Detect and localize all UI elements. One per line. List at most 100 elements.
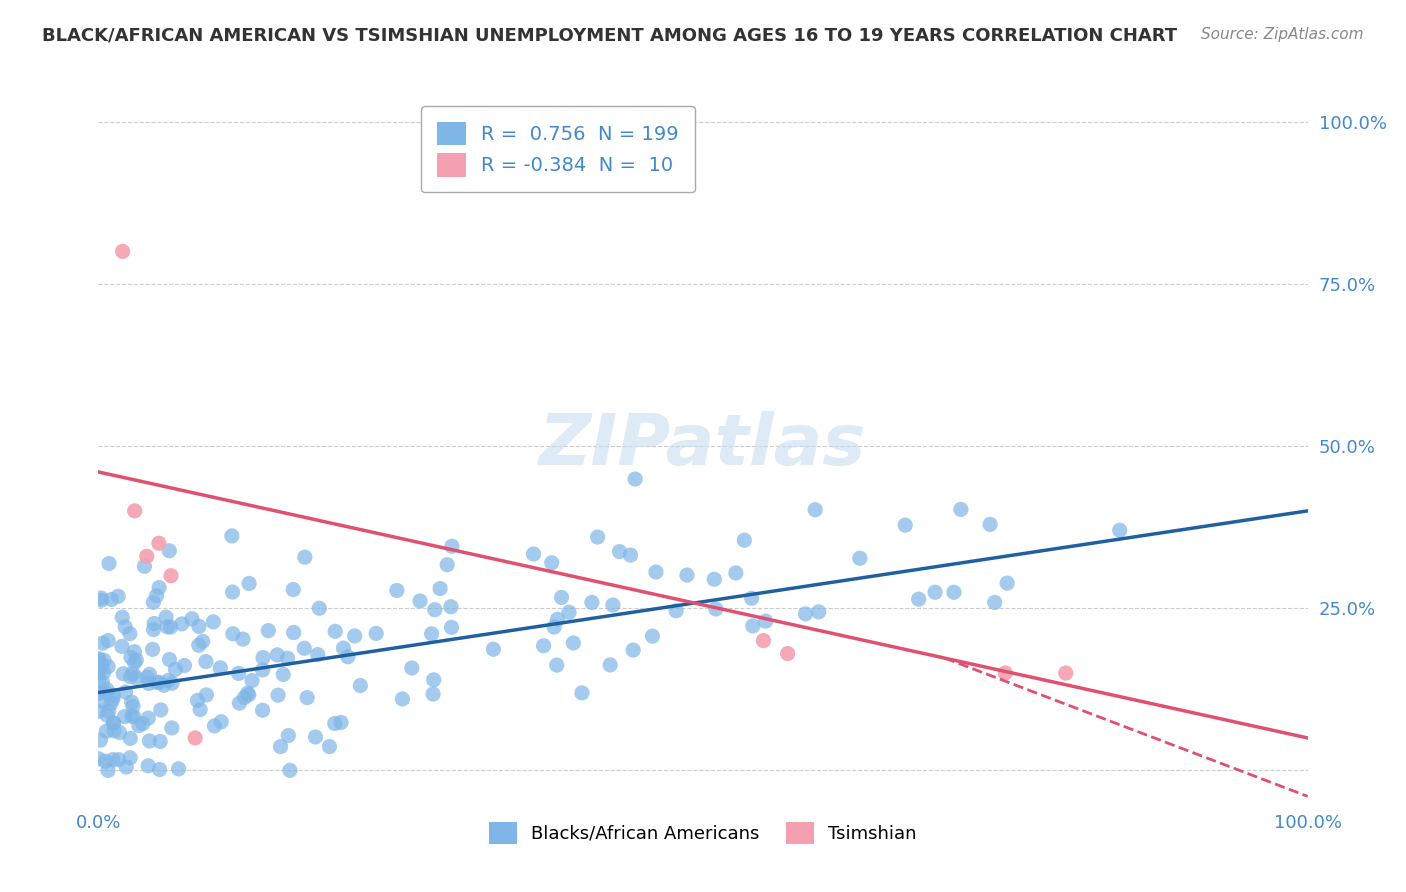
Blacks/African Americans: [602, 598, 624, 612]
Blacks/African Americans: [621, 643, 644, 657]
Blacks/African Americans: [266, 648, 288, 662]
Blacks/African Americans: [209, 714, 232, 729]
Blacks/African Americans: [159, 620, 181, 634]
Blacks/African Americans: [236, 686, 259, 700]
Blacks/African Americans: [609, 544, 631, 558]
Blacks/African Americans: [188, 619, 211, 633]
Blacks/African Americans: [94, 754, 117, 768]
Blacks/African Americans: [181, 612, 204, 626]
Blacks/African Americans: [228, 696, 250, 710]
Blacks/African Americans: [270, 739, 292, 754]
Blacks/African Americans: [170, 616, 193, 631]
Blacks/African Americans: [87, 653, 110, 667]
Blacks/African Americans: [323, 624, 346, 639]
Blacks/African Americans: [136, 759, 159, 773]
Blacks/African Americans: [103, 688, 125, 702]
Blacks/African Americans: [440, 620, 463, 634]
Blacks/African Americans: [482, 642, 505, 657]
Blacks/African Americans: [103, 716, 125, 731]
Blacks/African Americans: [924, 585, 946, 599]
Blacks/African Americans: [228, 666, 250, 681]
Blacks/African Americans: [165, 662, 187, 676]
Blacks/African Americans: [304, 730, 326, 744]
Blacks/African Americans: [349, 679, 371, 693]
Blacks/African Americans: [307, 648, 329, 662]
Blacks/African Americans: [849, 551, 872, 566]
Tsimshian: [184, 731, 207, 745]
Blacks/African Americans: [343, 629, 366, 643]
Blacks/African Americans: [257, 624, 280, 638]
Blacks/African Americans: [89, 733, 111, 747]
Blacks/African Americans: [96, 724, 118, 739]
Blacks/African Americans: [120, 670, 142, 684]
Blacks/African Americans: [619, 548, 641, 562]
Blacks/African Americans: [87, 673, 110, 688]
Blacks/African Americans: [111, 610, 134, 624]
Blacks/African Americans: [271, 667, 294, 681]
Blacks/African Americans: [641, 629, 664, 643]
Blacks/African Americans: [149, 703, 172, 717]
Blacks/African Americans: [125, 671, 148, 685]
Legend: Blacks/African Americans, Tsimshian: Blacks/African Americans, Tsimshian: [482, 814, 924, 851]
Blacks/African Americans: [114, 685, 136, 699]
Blacks/African Americans: [87, 665, 110, 680]
Blacks/African Americans: [391, 692, 413, 706]
Blacks/African Americans: [173, 658, 195, 673]
Blacks/African Americans: [240, 673, 263, 688]
Tsimshian: [776, 647, 799, 661]
Blacks/African Americans: [330, 715, 353, 730]
Blacks/African Americans: [115, 760, 138, 774]
Blacks/African Americans: [238, 576, 260, 591]
Blacks/African Americans: [724, 566, 747, 580]
Blacks/African Americans: [93, 665, 115, 680]
Blacks/African Americans: [409, 594, 432, 608]
Blacks/African Americans: [155, 610, 177, 624]
Blacks/African Americans: [238, 688, 260, 702]
Blacks/African Americans: [586, 530, 609, 544]
Blacks/African Americans: [540, 556, 562, 570]
Blacks/African Americans: [138, 676, 160, 690]
Blacks/African Americans: [114, 709, 136, 723]
Blacks/African Americans: [107, 590, 129, 604]
Blacks/African Americans: [142, 623, 165, 637]
Blacks/African Americans: [101, 692, 124, 706]
Blacks/African Americans: [546, 658, 568, 673]
Blacks/African Americans: [148, 675, 170, 690]
Blacks/African Americans: [318, 739, 340, 754]
Blacks/African Americans: [703, 572, 725, 586]
Blacks/African Americans: [547, 612, 569, 626]
Blacks/African Americans: [134, 559, 156, 574]
Blacks/African Americans: [136, 711, 159, 725]
Blacks/African Americans: [894, 518, 917, 533]
Blacks/African Americans: [581, 595, 603, 609]
Blacks/African Americans: [294, 550, 316, 565]
Blacks/African Americans: [98, 557, 121, 571]
Text: ZIPatlas: ZIPatlas: [540, 411, 866, 481]
Blacks/African Americans: [233, 690, 256, 705]
Blacks/African Americans: [191, 634, 214, 648]
Blacks/African Americans: [804, 502, 827, 516]
Blacks/African Americans: [401, 661, 423, 675]
Blacks/African Americans: [101, 753, 124, 767]
Blacks/African Americans: [96, 682, 118, 697]
Blacks/African Americans: [90, 593, 112, 607]
Blacks/African Americans: [741, 591, 763, 606]
Blacks/African Americans: [209, 661, 232, 675]
Blacks/African Americans: [138, 734, 160, 748]
Blacks/African Americans: [107, 753, 129, 767]
Blacks/African Americans: [97, 705, 120, 719]
Blacks/African Americans: [949, 502, 972, 516]
Blacks/African Americans: [111, 640, 134, 654]
Blacks/African Americans: [136, 670, 159, 684]
Blacks/African Americans: [755, 614, 778, 628]
Blacks/African Americans: [558, 605, 581, 619]
Blacks/African Americans: [202, 615, 225, 629]
Blacks/African Americans: [423, 603, 446, 617]
Blacks/African Americans: [232, 632, 254, 646]
Blacks/African Americans: [522, 547, 544, 561]
Blacks/African Americans: [543, 620, 565, 634]
Tsimshian: [148, 536, 170, 550]
Blacks/African Americans: [995, 576, 1018, 591]
Blacks/African Americans: [121, 709, 143, 723]
Blacks/African Americans: [741, 619, 763, 633]
